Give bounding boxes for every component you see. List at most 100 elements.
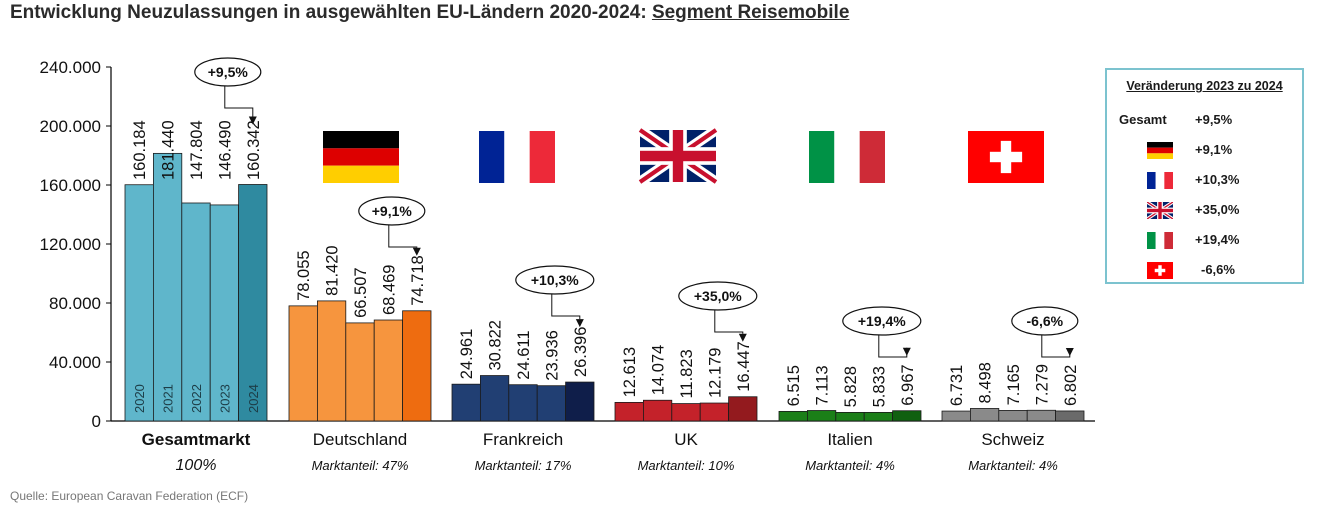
change-callout <box>1011 306 1079 336</box>
data-label: 30.822 <box>487 320 505 370</box>
bar <box>941 410 971 422</box>
legend-row-value: +9,5% <box>1195 112 1233 127</box>
legend-row: +35,0% <box>1107 200 1302 222</box>
chart-title-segment: Segment Reisemobile <box>651 2 850 23</box>
bar <box>643 399 673 422</box>
data-label: 5.833 <box>870 366 888 407</box>
data-label: 6.802 <box>1062 365 1080 406</box>
group-uk: 12.613 14.074 11.823 12.179 16.447 +35,0% UK Ma… <box>614 125 758 473</box>
callout-leader <box>388 225 418 248</box>
bar <box>614 401 644 422</box>
bar <box>863 411 894 422</box>
bar <box>728 396 758 422</box>
callout-arrow <box>1065 347 1074 356</box>
legend-row-label: Gesamt <box>1119 112 1167 127</box>
change-callout <box>194 57 262 87</box>
legend-flag-de-icon <box>1147 142 1173 159</box>
flag-it-icon <box>809 131 885 183</box>
legend-row-value: -6,6% <box>1201 262 1235 277</box>
change-callout <box>358 196 426 226</box>
data-label: 147.804 <box>188 120 206 180</box>
data-label: 78.055 <box>295 250 313 300</box>
group-gesamt: 160.184 2020 181.440 2021 147.804 2022 146.490… <box>124 57 268 474</box>
year-label: 2024 <box>246 384 261 413</box>
chart-title: Entwicklung Neuzulassungen in ausgewählt… <box>10 2 849 24</box>
flag-fr-icon <box>479 131 555 183</box>
bar <box>345 322 375 422</box>
callout-arrow <box>412 247 421 256</box>
legend-row: +19,4% <box>1107 230 1302 252</box>
group-deutschland: 78.055 81.420 66.507 68.469 74.718 +9,1% Deuts… <box>288 131 432 473</box>
y-tick-label: 240.000 <box>40 58 101 77</box>
group-italien: 6.515 7.113 5.828 5.833 6.967 +19,4% Italien Ma… <box>778 131 922 473</box>
chart-title-main: Entwicklung Neuzulassungen in ausgewählt… <box>10 2 652 23</box>
data-label: 12.179 <box>706 348 724 398</box>
y-tick-label: 120.000 <box>40 235 101 254</box>
callout-arrow <box>575 319 584 328</box>
data-label: 7.279 <box>1033 364 1051 405</box>
data-label: 11.823 <box>678 349 696 398</box>
data-label: 8.498 <box>977 362 995 403</box>
bar <box>807 410 837 422</box>
callout-leader <box>224 86 254 117</box>
y-tick-label: 80.000 <box>49 294 101 313</box>
legend-row-value: +35,0% <box>1195 202 1240 217</box>
change-callout <box>842 306 922 336</box>
group-frankreich: 24.961 30.822 24.611 23.936 26.396 +10,3% Fran… <box>451 131 595 473</box>
bar <box>508 384 538 422</box>
category-label: Italien <box>827 430 872 449</box>
legend-row-value: +19,4% <box>1195 232 1240 247</box>
data-label: 7.113 <box>814 365 832 405</box>
change-callout <box>515 265 595 295</box>
bar <box>479 375 510 422</box>
data-label: 6.515 <box>785 365 803 406</box>
callout-arrow <box>902 347 911 356</box>
bar <box>778 410 808 422</box>
change-label: +35,0% <box>694 288 742 304</box>
bar <box>671 403 701 422</box>
category-label: Schweiz <box>981 430 1044 449</box>
callout-arrow <box>738 333 747 342</box>
change-callout <box>678 281 758 311</box>
category-label: UK <box>674 430 698 449</box>
callout-leader <box>878 335 908 358</box>
data-label: 146.490 <box>216 120 234 180</box>
bar <box>1055 410 1085 422</box>
flag-ch-icon <box>968 131 1044 183</box>
change-label: +9,5% <box>208 64 249 80</box>
callout-leader <box>714 310 744 334</box>
legend-row: -6,6% <box>1107 260 1302 282</box>
y-tick-label: 0 <box>92 412 101 431</box>
y-tick-label: 40.000 <box>49 353 101 372</box>
year-label: 2022 <box>189 384 204 413</box>
legend-flag-ch-icon <box>1147 262 1173 279</box>
bar <box>288 305 318 422</box>
legend-row-value: +10,3% <box>1195 172 1240 187</box>
category-subtitle: Marktanteil: 10% <box>638 458 735 473</box>
year-label: 2023 <box>217 384 232 413</box>
bar <box>152 152 183 422</box>
data-label: 7.165 <box>1005 364 1023 405</box>
category-label: Deutschland <box>313 430 408 449</box>
bar <box>181 202 211 422</box>
legend-row: +9,1% <box>1107 140 1302 162</box>
category-subtitle: 100% <box>176 457 217 474</box>
data-label: 68.469 <box>380 265 398 315</box>
source-note: Quelle: European Caravan Federation (ECF… <box>10 489 249 503</box>
data-label: 23.936 <box>543 330 561 380</box>
data-label: 24.961 <box>458 329 476 379</box>
year-label: 2020 <box>132 384 147 413</box>
bar <box>699 402 730 422</box>
flag-de-icon <box>323 131 399 183</box>
legend-row: Gesamt +9,5% <box>1107 110 1302 132</box>
bar <box>892 410 922 422</box>
data-label: 74.718 <box>409 255 427 305</box>
bar <box>124 184 154 422</box>
change-label: +9,1% <box>372 203 413 219</box>
bar <box>565 381 595 422</box>
flag-uk-icon <box>637 125 719 187</box>
data-label: 14.074 <box>650 345 668 395</box>
legend-row-value: +9,1% <box>1195 142 1233 157</box>
data-label: 66.507 <box>352 267 370 317</box>
y-tick-label: 200.000 <box>40 117 101 136</box>
